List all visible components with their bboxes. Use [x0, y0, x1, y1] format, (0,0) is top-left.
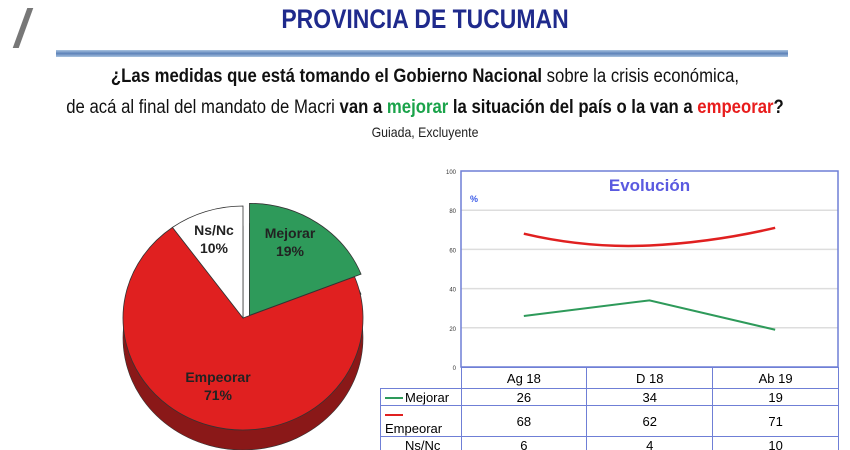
question-line-1: ¿Las medidas que está tomando el Gobiern…	[51, 66, 799, 88]
legend-swatch	[385, 413, 403, 416]
x-category-label: Ab 19	[712, 367, 839, 389]
series-line-empeorar	[523, 226, 776, 248]
pie-value: 10%	[200, 240, 229, 256]
question-line-2: de acá al final del mandato de Macri van…	[51, 97, 799, 119]
question-rest: sobre la crisis económica,	[542, 66, 740, 87]
table-row: Mejorar 26 34 19	[380, 388, 839, 406]
y-tick-label: 20	[449, 327, 456, 333]
table-cell: 19	[712, 388, 839, 406]
pie-label: Mejorar	[265, 225, 316, 241]
pie-value: 19%	[276, 243, 305, 259]
table-row: Empeorar 68 62 71	[380, 405, 839, 437]
pie-label: Ns/Nc	[194, 222, 234, 238]
y-tick-label: 100	[446, 170, 457, 176]
table-cell: 68	[460, 405, 588, 437]
page-title: PROVINCIA DE TUCUMAN	[281, 4, 569, 34]
y-unit-label: %	[470, 194, 478, 204]
table-corner	[380, 367, 462, 389]
pie-slice-empeorar	[122, 226, 364, 431]
x-category-label: D 18	[586, 367, 714, 389]
table-header-row: Ag 18 D 18 Ab 19	[380, 367, 839, 389]
q2-bold2: la situación del país o la van a	[448, 97, 698, 118]
q2-mejorar: mejorar	[386, 97, 449, 118]
row-label: Empeorar	[380, 405, 462, 437]
legend-swatch	[385, 397, 403, 400]
table-cell: 71	[712, 405, 839, 437]
q2-start: de acá al final del mandato de Macri	[66, 97, 340, 118]
pie-value: 71%	[204, 387, 233, 403]
y-tick-label: 40	[449, 288, 456, 294]
row-label: Mejorar	[380, 388, 462, 406]
pie-slice-nsnc	[171, 205, 244, 320]
table-cell: 26	[460, 388, 588, 406]
q2-empeorar: empeorar	[697, 97, 774, 118]
row-label: Ns/Nc	[380, 436, 462, 450]
q2-bold1: van a	[339, 97, 387, 118]
table-cell: 6	[460, 436, 588, 450]
y-tick-label: 80	[449, 209, 456, 215]
data-table: Ag 18 D 18 Ab 19 Mejorar 26 34 19 Empeorar 68 62 7…	[380, 367, 839, 450]
question-bold: ¿Las medidas que está tomando el Gobiern…	[110, 66, 543, 87]
table-row: Ns/Nc 6 4 10	[380, 436, 839, 450]
pie-chart: Mejorar 19% Empeorar 71% Ns/Nc 10%	[122, 202, 364, 450]
table-cell: 10	[712, 436, 839, 450]
table-cell: 34	[586, 388, 714, 406]
pie-slice-mejorar	[249, 202, 362, 316]
series-line-mejorar	[523, 299, 776, 331]
logo-mark	[0, 8, 34, 48]
table-cell: 62	[586, 405, 714, 437]
y-tick-label: 60	[449, 248, 456, 254]
pie-label: Empeorar	[185, 369, 251, 385]
question-subtitle: Guiada, Excluyente	[371, 124, 479, 140]
chart-title: Evolución	[609, 176, 690, 195]
plot-border	[460, 170, 839, 368]
table-cell: 4	[586, 436, 714, 450]
title-divider	[56, 50, 788, 57]
q2-end: ?	[773, 97, 784, 118]
x-category-label: Ag 18	[460, 367, 588, 389]
